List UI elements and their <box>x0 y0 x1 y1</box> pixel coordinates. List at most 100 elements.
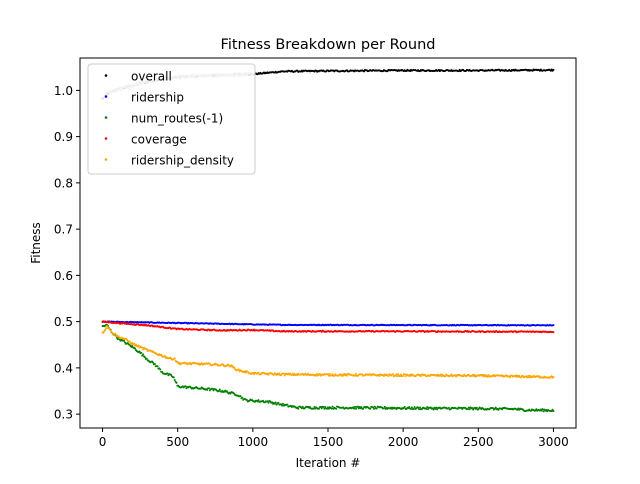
data-point <box>450 373 453 376</box>
data-point <box>152 361 155 364</box>
data-point <box>418 406 421 409</box>
data-point <box>331 373 334 376</box>
y-tick-label: 0.5 <box>54 315 73 329</box>
data-point <box>439 373 442 376</box>
data-point <box>239 395 242 398</box>
data-point <box>166 372 169 375</box>
data-point <box>317 407 320 410</box>
data-point <box>128 340 131 343</box>
data-point <box>542 410 545 413</box>
data-point <box>331 405 334 408</box>
data-point <box>466 408 469 411</box>
data-point <box>106 325 109 328</box>
data-point <box>426 406 429 409</box>
data-point <box>413 406 416 409</box>
data-point <box>117 335 120 338</box>
data-point <box>435 406 438 409</box>
data-point <box>391 373 394 376</box>
data-point <box>550 375 553 378</box>
data-point <box>412 407 415 410</box>
legend-label: coverage <box>131 133 187 147</box>
data-point <box>229 392 232 395</box>
data-point <box>326 407 329 410</box>
data-point <box>375 407 378 410</box>
data-point <box>472 373 475 376</box>
data-point <box>409 374 412 377</box>
data-point <box>483 373 486 376</box>
data-point <box>153 363 156 366</box>
data-point <box>382 407 385 410</box>
data-point <box>297 407 300 410</box>
y-tick-label: 0.7 <box>54 223 73 237</box>
legend-label: ridership <box>131 91 184 105</box>
data-point <box>315 374 318 377</box>
data-point <box>134 347 137 350</box>
data-point <box>143 356 146 359</box>
data-point <box>142 348 145 351</box>
data-point <box>141 346 144 349</box>
data-point <box>471 406 474 409</box>
data-point <box>108 327 111 330</box>
data-point <box>176 360 179 363</box>
y-tick-label: 0.6 <box>54 269 73 283</box>
data-point <box>208 362 211 365</box>
data-point <box>333 374 336 377</box>
data-point <box>241 396 244 399</box>
data-point <box>362 407 365 410</box>
data-point <box>301 405 304 408</box>
data-point <box>291 372 294 375</box>
data-point <box>472 408 475 411</box>
data-point <box>172 376 175 379</box>
data-point <box>378 375 381 378</box>
data-point <box>278 372 281 375</box>
data-point <box>200 362 203 365</box>
data-point <box>237 368 240 371</box>
series-ridership <box>101 320 555 327</box>
data-point <box>319 405 322 408</box>
data-point <box>131 345 134 348</box>
legend-label: ridership_density <box>131 154 234 168</box>
data-point <box>282 372 285 375</box>
y-tick-label: 0.9 <box>54 130 73 144</box>
data-point <box>396 375 399 378</box>
data-point <box>170 373 173 376</box>
data-point <box>436 408 439 411</box>
data-point <box>286 403 289 406</box>
data-point <box>312 407 315 410</box>
x-tick-label: 2000 <box>388 435 419 449</box>
y-axis-label: Fitness <box>29 222 43 264</box>
data-point <box>528 376 531 379</box>
data-point <box>462 375 465 378</box>
data-point <box>552 68 555 71</box>
data-point <box>253 373 256 376</box>
data-point <box>313 406 316 408</box>
data-point <box>217 390 220 393</box>
data-point <box>397 373 400 376</box>
data-point <box>401 375 404 378</box>
data-point <box>526 376 529 379</box>
data-point <box>538 375 541 378</box>
data-point <box>324 405 327 408</box>
data-point <box>354 405 357 408</box>
data-point <box>283 374 286 377</box>
data-point <box>477 408 480 411</box>
legend-marker <box>104 95 108 98</box>
data-point <box>271 401 274 404</box>
y-tick-label: 1.0 <box>54 84 73 98</box>
x-tick-label: 1000 <box>238 435 269 449</box>
legend-marker <box>104 116 108 119</box>
data-point <box>105 327 108 330</box>
data-point <box>318 373 321 376</box>
data-point <box>266 400 269 403</box>
data-point <box>372 406 375 409</box>
data-point <box>335 407 338 410</box>
legend-marker <box>104 137 108 140</box>
data-point <box>372 407 375 410</box>
data-point <box>160 353 163 356</box>
data-point <box>231 365 234 368</box>
data-point <box>257 399 260 402</box>
data-point <box>342 374 345 377</box>
data-point <box>330 407 333 410</box>
data-point <box>104 328 107 331</box>
data-point <box>145 357 148 360</box>
